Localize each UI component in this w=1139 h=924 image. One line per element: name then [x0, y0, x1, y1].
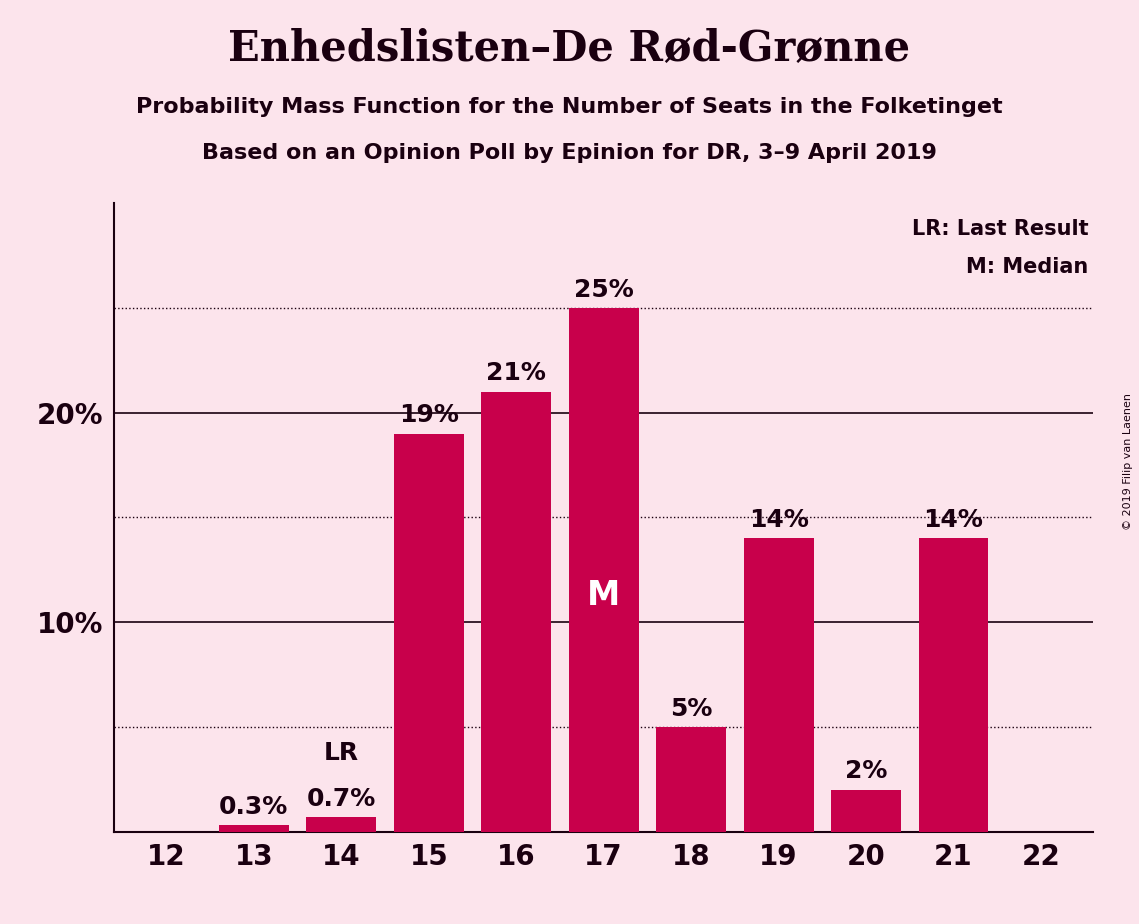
- Text: M: M: [587, 579, 621, 613]
- Bar: [568, 308, 639, 832]
- Text: 25%: 25%: [574, 278, 633, 302]
- Bar: [744, 539, 813, 832]
- Bar: [394, 433, 464, 832]
- Text: LR: Last Result: LR: Last Result: [912, 219, 1089, 239]
- Text: Enhedslisten–De Rød-Grønne: Enhedslisten–De Rød-Grønne: [229, 28, 910, 69]
- Bar: [482, 392, 551, 832]
- Text: 2%: 2%: [845, 760, 887, 784]
- Text: 0.7%: 0.7%: [306, 786, 376, 810]
- Text: 14%: 14%: [748, 508, 809, 532]
- Bar: [656, 727, 727, 832]
- Text: 0.3%: 0.3%: [219, 795, 288, 819]
- Bar: [918, 539, 989, 832]
- Bar: [831, 790, 901, 832]
- Text: 14%: 14%: [924, 508, 983, 532]
- Text: 19%: 19%: [399, 404, 459, 428]
- Text: 21%: 21%: [486, 361, 546, 385]
- Text: Based on an Opinion Poll by Epinion for DR, 3–9 April 2019: Based on an Opinion Poll by Epinion for …: [202, 143, 937, 164]
- Text: Probability Mass Function for the Number of Seats in the Folketinget: Probability Mass Function for the Number…: [137, 97, 1002, 117]
- Bar: [306, 817, 376, 832]
- Text: © 2019 Filip van Laenen: © 2019 Filip van Laenen: [1123, 394, 1133, 530]
- Text: 5%: 5%: [670, 697, 712, 721]
- Bar: [219, 825, 289, 832]
- Text: M: Median: M: Median: [966, 257, 1089, 276]
- Text: LR: LR: [323, 740, 359, 764]
